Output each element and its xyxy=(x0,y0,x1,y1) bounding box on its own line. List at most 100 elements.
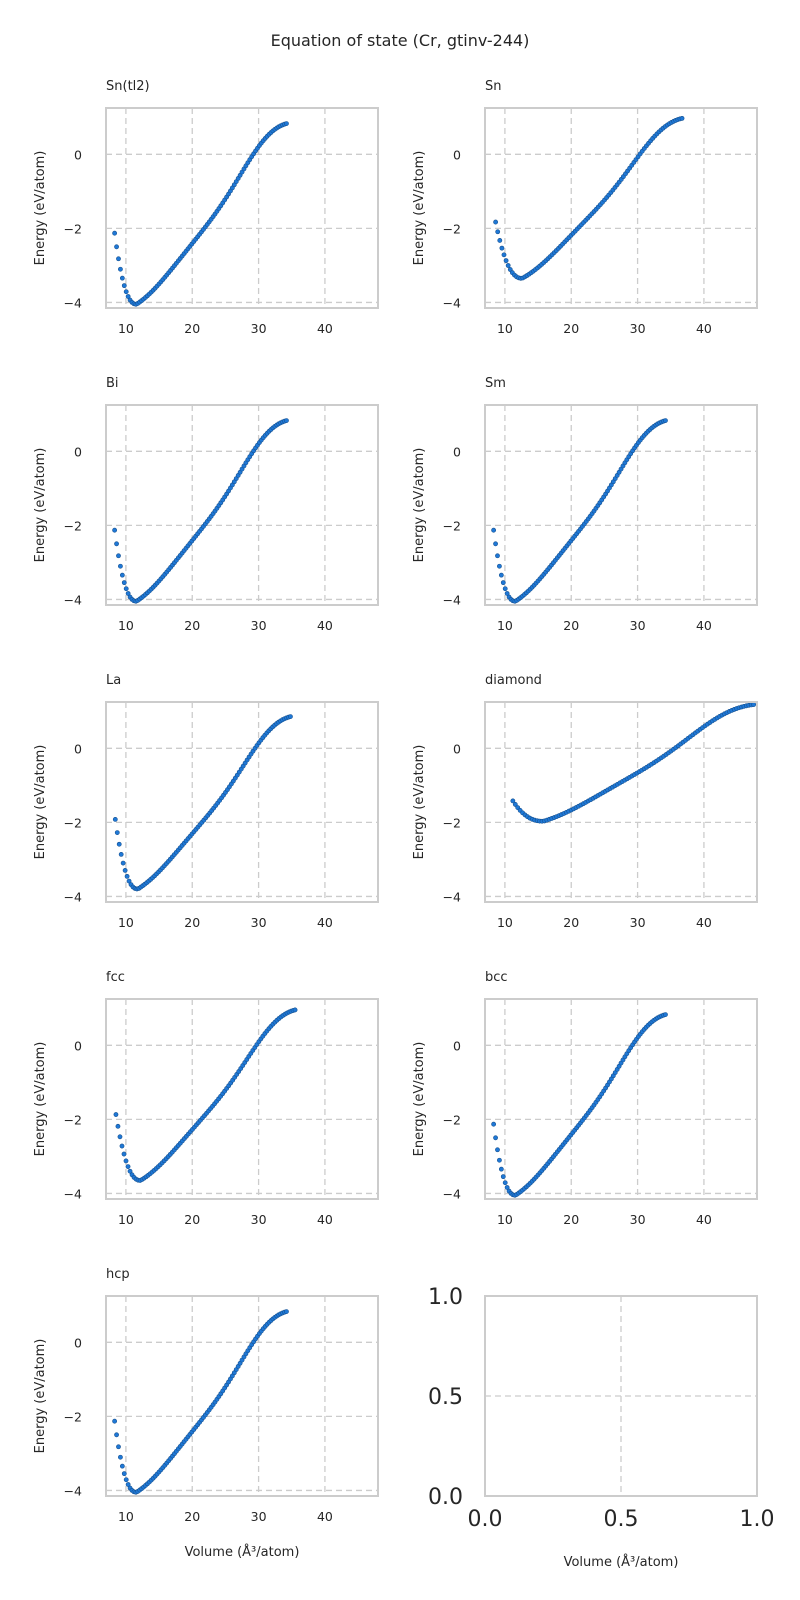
data-point xyxy=(504,1185,510,1190)
y-tick-label: −2 xyxy=(64,1409,82,1424)
plot-frame xyxy=(105,404,379,606)
y-axis-label: Energy (eV/atom) xyxy=(412,1042,427,1157)
subplot-empty: 0.0 0.5 1.0 0.0 0.5 1.0 Volume (Å³/atom) xyxy=(428,1285,775,1570)
data-point xyxy=(113,1112,119,1117)
x-tick-label: 20 xyxy=(184,1212,200,1227)
data-point xyxy=(284,418,289,423)
x-tick-label: 10 xyxy=(118,321,134,336)
plot-frame xyxy=(484,701,758,903)
x-tick-label: 40 xyxy=(317,618,333,633)
y-tick-label: 0 xyxy=(453,1038,461,1053)
x-tick-label: 10 xyxy=(497,1212,513,1227)
subplot-title: Sn(tl2) xyxy=(106,79,150,94)
y-tick-label: 0.5 xyxy=(428,1385,463,1410)
data-point xyxy=(127,1168,133,1174)
data-point xyxy=(123,1477,129,1483)
subplot-title: hcp xyxy=(106,1267,130,1282)
x-tick-label: 30 xyxy=(251,915,267,930)
x-tick-label: 40 xyxy=(317,915,333,930)
data-point xyxy=(123,586,129,592)
x-tick-label: 1.0 xyxy=(740,1507,775,1532)
plot-frame xyxy=(484,998,758,1200)
data-point xyxy=(493,1135,498,1141)
y-tick-label: −2 xyxy=(64,1112,82,1127)
data-point xyxy=(112,230,118,236)
subplot-La: 10 20 30 40 −4 −2 0 La Energy (eV/atom) xyxy=(33,673,379,930)
data-point xyxy=(121,1471,127,1477)
data-point xyxy=(502,1180,508,1186)
data-point xyxy=(125,294,131,299)
plot-frame xyxy=(105,1295,379,1497)
x-tick-label: 40 xyxy=(317,321,333,336)
x-tick-label: 20 xyxy=(563,321,579,336)
data-point xyxy=(114,1432,119,1438)
y-tick-label: 0 xyxy=(74,741,82,756)
y-tick-label: 0 xyxy=(74,444,82,459)
subplot-title: La xyxy=(106,673,121,688)
x-tick-label: 10 xyxy=(118,915,134,930)
data-point xyxy=(503,258,509,264)
data-point xyxy=(118,1454,123,1460)
subplot-Sm: 10 20 30 40 −4 −2 0 Sm Energy (eV/atom) xyxy=(412,376,758,633)
data-point xyxy=(117,1134,123,1140)
data-point xyxy=(288,714,293,720)
data-point xyxy=(495,553,500,559)
y-axis-label: Energy (eV/atom) xyxy=(412,151,427,266)
x-tick-label: 30 xyxy=(251,1509,267,1524)
data-point xyxy=(510,798,516,804)
data-point xyxy=(497,563,502,569)
y-tick-label: −4 xyxy=(443,592,461,607)
data-point xyxy=(284,1309,289,1314)
data-point xyxy=(123,1158,129,1164)
data-point xyxy=(497,238,503,243)
subplot-title: fcc xyxy=(106,970,125,985)
x-tick-label: 10 xyxy=(118,618,134,633)
data-point xyxy=(292,1007,298,1013)
y-tick-label: −4 xyxy=(443,889,461,904)
y-tick-label: −2 xyxy=(443,518,461,533)
subplot-hcp: 10 20 30 40 −4 −2 0 hcp Energy (eV/atom) Volume (… xyxy=(33,1267,379,1560)
x-tick-label: 20 xyxy=(563,618,579,633)
y-tick-label: 1.0 xyxy=(428,1285,463,1310)
data-point xyxy=(504,591,510,596)
y-axis-label: Energy (eV/atom) xyxy=(412,745,427,860)
data-point xyxy=(498,1166,504,1172)
data-point xyxy=(121,580,127,586)
data-point xyxy=(751,702,757,707)
y-tick-label: −4 xyxy=(64,295,82,310)
data-point xyxy=(491,527,497,533)
data-point xyxy=(502,586,508,592)
data-point xyxy=(112,817,118,822)
data-point xyxy=(498,572,504,578)
x-tick-label: 20 xyxy=(563,1212,579,1227)
y-tick-label: −2 xyxy=(64,221,82,236)
y-tick-label: 0 xyxy=(74,147,82,162)
x-axis-label: Volume (Å³/atom) xyxy=(564,1554,679,1570)
y-axis-label: Energy (eV/atom) xyxy=(412,448,427,563)
data-point xyxy=(491,1121,497,1127)
data-point xyxy=(499,245,505,251)
data-point xyxy=(122,868,128,873)
data-point xyxy=(118,266,123,272)
plot-frame xyxy=(105,107,379,309)
data-point xyxy=(495,1147,500,1153)
plot-frame xyxy=(105,998,379,1200)
data-point xyxy=(116,553,121,559)
y-tick-label: −4 xyxy=(64,592,82,607)
x-tick-label: 30 xyxy=(630,321,646,336)
subplot-title: diamond xyxy=(485,673,542,688)
x-tick-label: 20 xyxy=(563,915,579,930)
data-point xyxy=(500,580,506,586)
y-tick-label: −4 xyxy=(64,889,82,904)
y-tick-label: 0 xyxy=(453,741,461,756)
y-tick-label: 0 xyxy=(453,147,461,162)
data-point xyxy=(125,591,131,596)
x-tick-label: 30 xyxy=(630,1212,646,1227)
plot-frame xyxy=(484,1295,758,1497)
subplot-title: Bi xyxy=(106,376,119,391)
x-tick-label: 20 xyxy=(184,915,200,930)
data-point xyxy=(500,1174,506,1180)
figure-title: Equation of state (Cr, gtinv-244) xyxy=(271,31,530,50)
subplot-title: Sm xyxy=(485,376,506,391)
